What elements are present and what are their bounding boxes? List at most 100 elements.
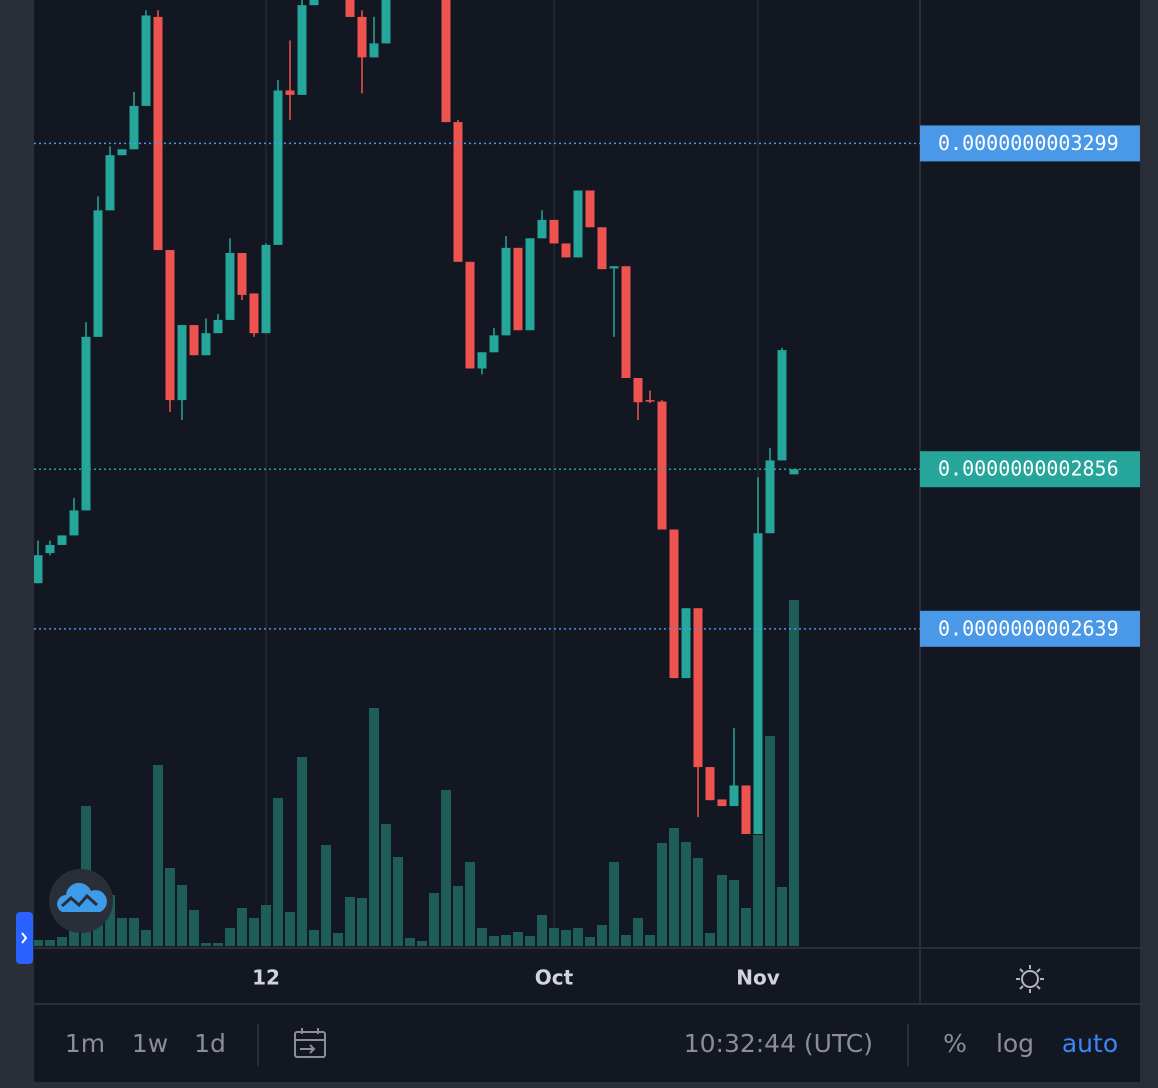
- candle-body: [249, 293, 259, 334]
- volume-bar: [297, 757, 307, 946]
- x-tick-label: Oct: [535, 966, 574, 990]
- candle-body: [129, 105, 139, 150]
- candle-body: [57, 535, 67, 545]
- candle-body: [93, 210, 103, 337]
- volume-bar: [429, 893, 439, 946]
- candle-body: [609, 266, 619, 269]
- volume-bar: [393, 857, 403, 946]
- price-label-box: [920, 451, 1140, 488]
- candle-body: [501, 247, 511, 336]
- candle-body: [489, 335, 499, 353]
- price-label: 0.0000000003299: [938, 131, 1119, 155]
- candle-body: [465, 261, 475, 369]
- candle-body: [477, 352, 487, 369]
- volume-bar: [681, 842, 691, 946]
- x-tick-label: Nov: [736, 966, 780, 990]
- x-tick-label: 12: [252, 966, 280, 990]
- price-label-box: [920, 125, 1140, 162]
- settings-icon[interactable]: [1016, 965, 1044, 993]
- volume-bar: [489, 936, 499, 946]
- candle-body: [741, 785, 751, 835]
- volume-bar: [789, 600, 799, 946]
- percent-toggle[interactable]: %: [943, 1029, 967, 1058]
- candle-body: [765, 460, 775, 534]
- candle-body: [717, 799, 727, 807]
- volume-bar: [153, 765, 163, 946]
- candle-body: [789, 469, 799, 475]
- volume-bar: [633, 918, 643, 946]
- plot-area: [34, 0, 799, 946]
- candle-body: [213, 319, 223, 334]
- candle-body: [165, 250, 175, 401]
- candle-body: [681, 608, 691, 679]
- range-button[interactable]: 1d: [194, 1029, 226, 1058]
- volume-bar: [657, 843, 667, 946]
- candle-body: [225, 252, 235, 320]
- volume-bar: [285, 912, 295, 946]
- candle-body: [297, 5, 307, 95]
- volume-bar: [273, 798, 283, 946]
- sidebar-toggle[interactable]: [16, 912, 33, 964]
- overlay: 12 Oct Nov 0.0000000003299 0.0000000002856 0.…: [34, 125, 1140, 990]
- volume-bar: [45, 940, 55, 946]
- background: [34, 0, 1140, 1082]
- date-range-icon[interactable]: [294, 1028, 326, 1058]
- volume-bar: [57, 937, 67, 946]
- candle-body: [81, 336, 91, 511]
- candle-body: [585, 190, 595, 228]
- volume-bar: [621, 935, 631, 946]
- range-button[interactable]: 1m: [65, 1029, 105, 1058]
- candle-body: [597, 227, 607, 270]
- candle-body: [729, 785, 739, 807]
- volume-bar: [369, 708, 379, 946]
- volume-bar: [165, 868, 175, 946]
- volume-bar: [705, 933, 715, 946]
- price-label-box: [920, 610, 1140, 647]
- candle-body: [177, 325, 187, 401]
- candle-body: [441, 0, 451, 123]
- candle-body: [189, 325, 199, 356]
- candle-body: [261, 244, 271, 334]
- candle-body: [345, 0, 355, 17]
- volume-bar: [513, 932, 523, 946]
- volume-bar: [405, 938, 415, 946]
- log-toggle[interactable]: log: [996, 1029, 1034, 1058]
- price-label: 0.0000000002856: [938, 457, 1119, 481]
- volume-bar: [213, 943, 223, 946]
- candle-body: [69, 510, 79, 536]
- volume-bar: [441, 790, 451, 946]
- volume-bar: [765, 736, 775, 946]
- volume-bar: [117, 918, 127, 946]
- candle-body: [453, 122, 463, 262]
- candle-body: [537, 219, 547, 239]
- candle-body: [117, 149, 127, 156]
- volume-bar: [525, 936, 535, 946]
- candle-body: [657, 401, 667, 530]
- volume-bar: [261, 905, 271, 946]
- volume-bar: [237, 908, 247, 946]
- candle-body: [513, 247, 523, 331]
- range-button[interactable]: 1w: [132, 1029, 168, 1058]
- candle-body: [633, 378, 643, 403]
- volume-bar: [645, 935, 655, 946]
- volume-bar: [717, 875, 727, 946]
- candle-body: [381, 0, 391, 44]
- volume-bar: [453, 886, 463, 946]
- candle-body: [141, 15, 151, 106]
- candle-body: [549, 219, 559, 244]
- candle-body: [573, 190, 583, 258]
- auto-toggle[interactable]: auto: [1062, 1029, 1118, 1058]
- volume-bar: [333, 933, 343, 946]
- volume-bar: [189, 910, 199, 946]
- clock: 10:32:44 (UTC): [684, 1029, 873, 1058]
- volume-bar: [201, 943, 211, 946]
- candle-body: [693, 608, 703, 768]
- volume-bar: [609, 862, 619, 946]
- volume-bar: [669, 828, 679, 946]
- candle-body: [237, 252, 247, 295]
- candle-body: [369, 43, 379, 58]
- volume-bar: [693, 858, 703, 946]
- volume-bar: [537, 915, 547, 946]
